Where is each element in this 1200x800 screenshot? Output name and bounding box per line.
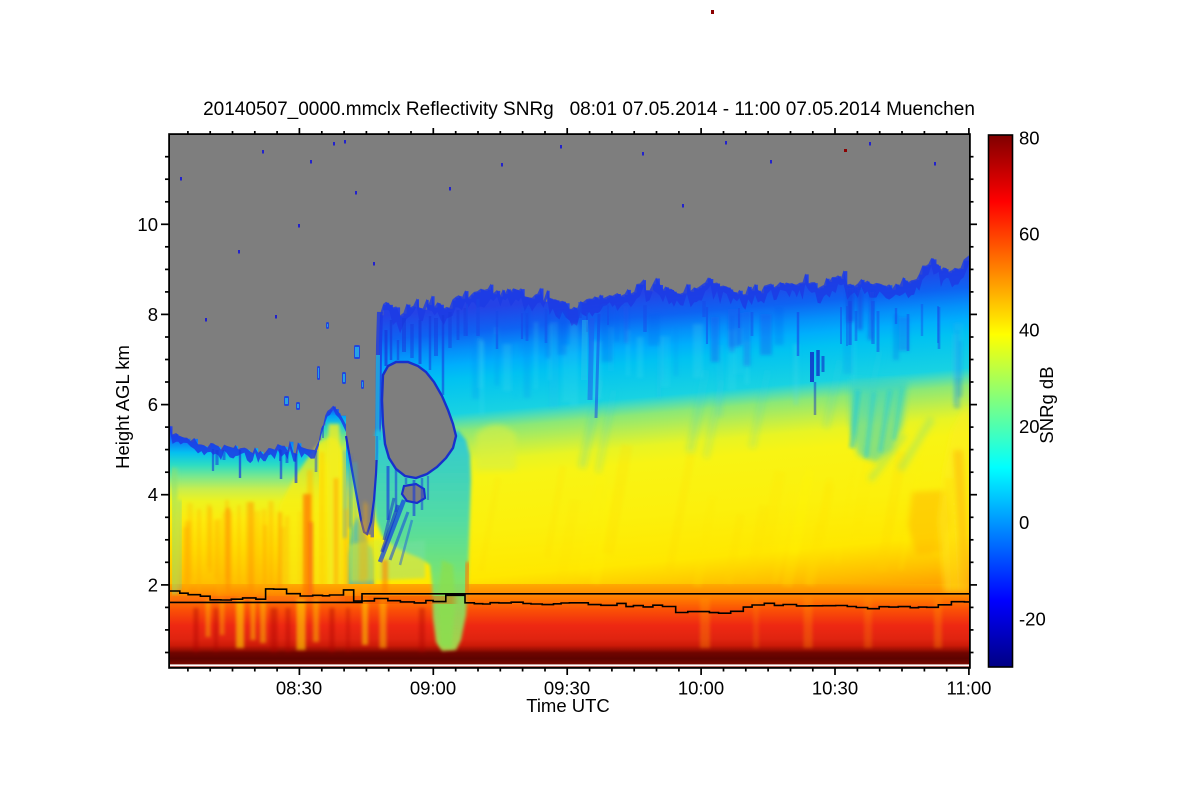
svg-text:60: 60: [1019, 224, 1040, 245]
svg-text:10:00: 10:00: [678, 678, 724, 699]
svg-text:Height AGL km: Height AGL km: [112, 345, 133, 469]
svg-text:09:00: 09:00: [410, 678, 456, 699]
svg-text:10: 10: [137, 214, 158, 235]
svg-text:08:30: 08:30: [276, 678, 322, 699]
svg-text:10:30: 10:30: [812, 678, 858, 699]
svg-text:Time UTC: Time UTC: [526, 695, 610, 716]
svg-text:4: 4: [148, 484, 158, 505]
svg-text:8: 8: [148, 304, 158, 325]
svg-text:-20: -20: [1019, 608, 1046, 629]
svg-text:80: 80: [1019, 127, 1040, 148]
svg-text:09:30: 09:30: [544, 678, 590, 699]
svg-text:6: 6: [148, 394, 158, 415]
svg-text:11:00: 11:00: [947, 678, 992, 699]
svg-text:SNRg dB: SNRg dB: [1036, 366, 1057, 443]
svg-text:20140507_0000.mmclx Reflectivi: 20140507_0000.mmclx Reflectivity SNRg 08…: [203, 99, 975, 120]
svg-text:20: 20: [1019, 416, 1040, 437]
svg-text:0: 0: [1019, 512, 1029, 533]
svg-text:2: 2: [148, 574, 158, 595]
svg-text:40: 40: [1019, 320, 1040, 341]
